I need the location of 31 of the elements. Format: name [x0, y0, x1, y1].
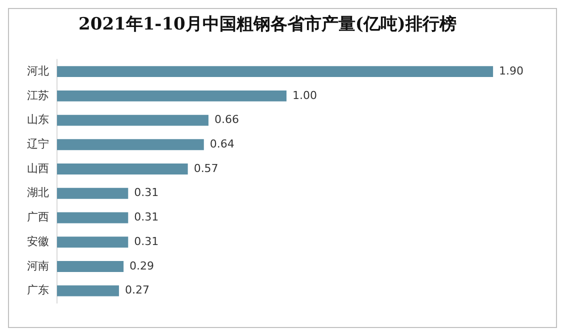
- data-label: 0.31: [134, 186, 159, 200]
- y-tick-label: 广西: [27, 210, 49, 224]
- bar: [57, 212, 128, 224]
- y-tick-label: 江苏: [27, 88, 49, 102]
- bar: [57, 90, 286, 102]
- bar: [57, 260, 124, 272]
- bar: [57, 66, 494, 78]
- data-label: 0.57: [194, 162, 218, 175]
- data-label: 0.64: [210, 138, 234, 151]
- bar: [57, 285, 119, 296]
- data-label: 0.31: [134, 210, 159, 224]
- bar: [57, 114, 208, 126]
- bar: [57, 139, 204, 150]
- data-label: 0.31: [134, 234, 159, 248]
- bar: [57, 188, 128, 199]
- y-tick-label: 广东: [27, 284, 49, 297]
- chart-title: 2021年1-10月中国粗钢各省市产量(亿吨)排行榜: [78, 14, 456, 35]
- bar: [57, 236, 128, 248]
- y-tick-label: 河南: [27, 259, 49, 272]
- y-tick-label: 湖北: [27, 186, 49, 200]
- y-tick-label: 山西: [27, 162, 49, 175]
- bar: [57, 164, 188, 174]
- y-tick-label: 河北: [27, 64, 49, 78]
- data-label: 1.90: [499, 64, 524, 78]
- data-label: 1.00: [292, 88, 317, 102]
- y-tick-label: 山东: [27, 113, 49, 126]
- y-tick-label: 辽宁: [27, 138, 49, 151]
- data-label: 0.27: [124, 284, 150, 297]
- data-label: 0.29: [130, 259, 154, 272]
- data-label: 0.66: [214, 113, 239, 126]
- y-tick-label: 安徽: [27, 234, 49, 248]
